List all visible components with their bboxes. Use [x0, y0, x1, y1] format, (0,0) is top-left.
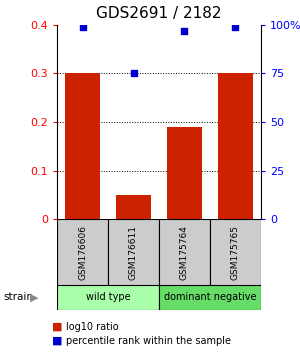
- Text: GSM175765: GSM175765: [231, 225, 240, 280]
- Bar: [57, 219, 108, 285]
- Bar: [159, 285, 261, 310]
- Text: strain: strain: [3, 292, 33, 302]
- Point: [233, 24, 238, 29]
- Text: ■: ■: [52, 322, 62, 332]
- Bar: [108, 219, 159, 285]
- Bar: [218, 73, 253, 219]
- Bar: [57, 285, 159, 310]
- Text: GSM175764: GSM175764: [180, 225, 189, 280]
- Bar: [159, 219, 210, 285]
- Point: [80, 24, 85, 29]
- Bar: [210, 219, 261, 285]
- Text: log10 ratio: log10 ratio: [66, 322, 118, 332]
- Title: GDS2691 / 2182: GDS2691 / 2182: [96, 6, 222, 21]
- Text: wild type: wild type: [86, 292, 130, 302]
- Text: dominant negative: dominant negative: [164, 292, 256, 302]
- Text: GSM176611: GSM176611: [129, 225, 138, 280]
- Bar: [116, 195, 152, 219]
- Point: [131, 70, 136, 76]
- Text: ■: ■: [52, 336, 62, 346]
- Point: [182, 28, 187, 33]
- Text: percentile rank within the sample: percentile rank within the sample: [66, 336, 231, 346]
- Text: ▶: ▶: [30, 292, 38, 302]
- Bar: [167, 127, 202, 219]
- Bar: [65, 73, 100, 219]
- Text: GSM176606: GSM176606: [78, 225, 87, 280]
